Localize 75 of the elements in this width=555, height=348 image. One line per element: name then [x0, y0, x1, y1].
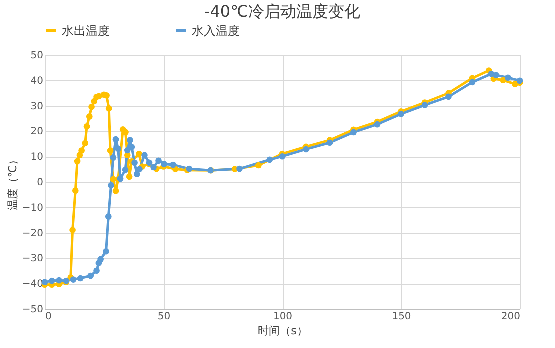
- x-tick-label: 100: [273, 312, 293, 322]
- point: [88, 104, 95, 110]
- point: [105, 214, 112, 220]
- point: [134, 171, 140, 178]
- y-tick-label: −20: [22, 228, 44, 240]
- y-tick-label: −10: [22, 202, 44, 214]
- point: [104, 92, 110, 99]
- point: [236, 166, 243, 172]
- point: [266, 156, 274, 164]
- y-tick-label: 30: [30, 101, 44, 112]
- point: [350, 129, 357, 136]
- point: [326, 140, 334, 146]
- y-tick-label: 40: [30, 76, 44, 87]
- y-axis-title: 温度（℃）: [6, 154, 20, 211]
- point: [103, 248, 110, 255]
- point: [115, 146, 122, 152]
- point: [398, 111, 404, 118]
- point: [48, 278, 56, 284]
- point: [504, 74, 512, 82]
- y-tick-label: 50: [30, 50, 44, 62]
- y-tick-label: −50: [22, 304, 44, 316]
- point: [493, 72, 500, 78]
- point: [136, 166, 143, 172]
- point: [422, 102, 428, 108]
- point: [106, 105, 112, 112]
- y-tick-label: 10: [30, 152, 44, 164]
- x-tick-label: 150: [392, 312, 412, 322]
- point: [156, 158, 162, 164]
- point: [279, 153, 286, 160]
- point: [127, 137, 134, 144]
- point: [136, 150, 142, 158]
- point: [77, 275, 84, 282]
- point: [256, 162, 262, 169]
- point: [56, 277, 62, 284]
- chart-title: -40℃冷启动温度变化: [204, 2, 361, 21]
- point: [98, 256, 104, 263]
- y-tick-label: −30: [22, 254, 44, 265]
- point: [110, 154, 117, 162]
- legend-label: 水出温度: [62, 24, 110, 38]
- point: [446, 94, 452, 100]
- point: [150, 164, 157, 171]
- point: [70, 227, 76, 234]
- point: [122, 166, 129, 174]
- point: [82, 140, 89, 147]
- point: [88, 272, 94, 280]
- point: [161, 161, 168, 168]
- point: [142, 152, 148, 158]
- point: [108, 182, 114, 189]
- point: [500, 77, 507, 84]
- point: [469, 79, 476, 86]
- point: [94, 268, 100, 274]
- point: [170, 162, 176, 168]
- x-tick-label: 0: [46, 312, 52, 322]
- x-tick-label: 200: [501, 312, 520, 322]
- point: [132, 160, 138, 166]
- point: [72, 188, 79, 194]
- point: [126, 174, 133, 180]
- point: [84, 123, 90, 130]
- point: [122, 129, 129, 136]
- point: [374, 121, 381, 128]
- point: [112, 136, 120, 143]
- y-tick-label: 0: [37, 178, 44, 188]
- x-axis-title: 时间（s）: [258, 324, 308, 338]
- point: [303, 146, 310, 153]
- point: [124, 147, 131, 154]
- x-tick-label: 50: [158, 312, 171, 322]
- point: [74, 158, 81, 165]
- point: [86, 114, 93, 120]
- point: [128, 144, 136, 150]
- y-tick-label: 20: [30, 126, 44, 138]
- point: [78, 148, 85, 154]
- point: [107, 148, 114, 154]
- point: [70, 276, 77, 283]
- legend-label: 水入温度: [192, 24, 240, 38]
- point: [112, 188, 120, 194]
